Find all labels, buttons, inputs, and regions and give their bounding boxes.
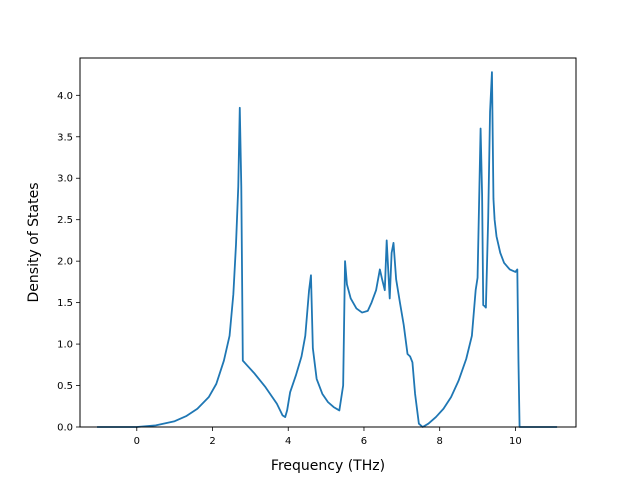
y-tick-label: 3.0 [57,174,73,185]
plot-frame [79,57,577,428]
y-axis: 0.0 0.5 1.0 1.5 2.0 2.5 3.0 3.5 4.0 [57,91,80,434]
x-tick-label: 10 [509,436,522,447]
y-tick-label: 1.0 [57,340,73,351]
y-tick-label: 1.5 [57,298,73,309]
y-tick-label: 2.5 [57,215,73,226]
y-tick-label: 0.5 [57,381,73,392]
x-tick-label: 8 [437,436,443,447]
x-tick-label: 0 [134,436,140,447]
y-tick-label: 0.0 [57,423,73,434]
y-tick-label: 3.5 [57,132,73,143]
dos-line-series-0 [97,71,558,428]
x-tick-label: 2 [209,436,215,447]
x-tick-label: 6 [361,436,367,447]
y-axis-title: Density of States [26,183,42,303]
x-tick-label: 4 [285,436,291,447]
y-tick-label: 2.0 [57,257,73,268]
x-axis-title: Frequency (THz) [271,458,385,474]
y-tick-label: 4.0 [57,91,73,102]
x-axis: 0 2 4 6 8 10 [134,427,522,447]
